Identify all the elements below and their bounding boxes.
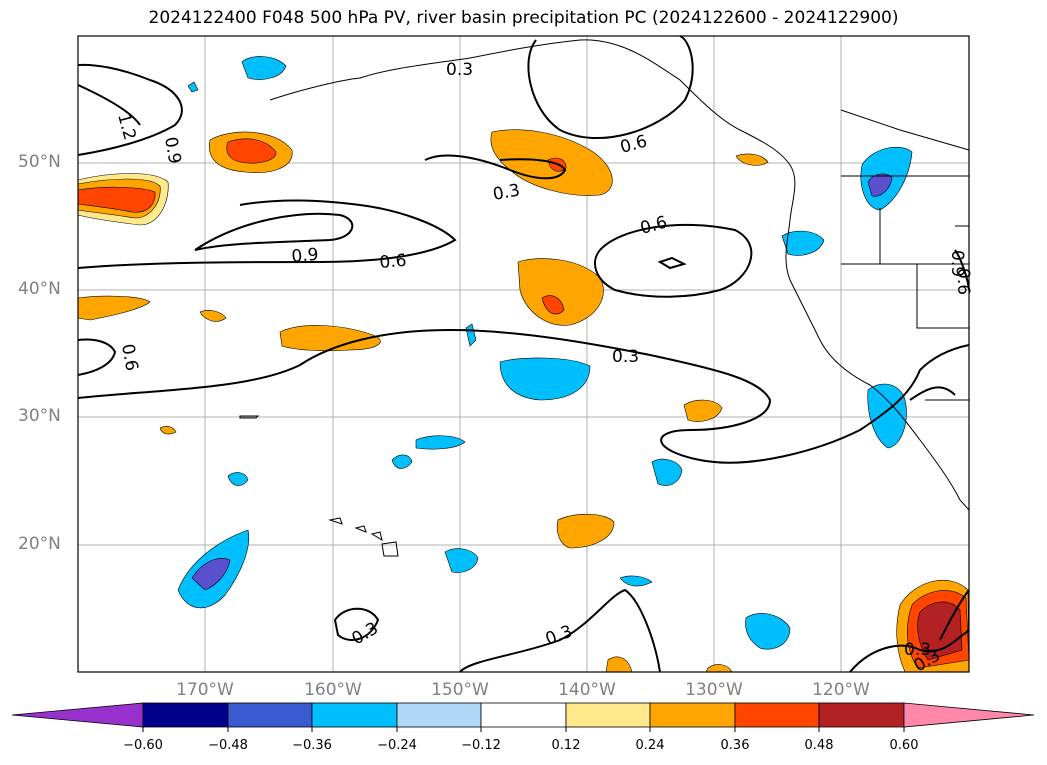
contour-label: 0.3	[491, 181, 521, 205]
neg-area	[444, 548, 479, 573]
coastlines	[239, 39, 970, 557]
lat-label-40n: 40°N	[18, 279, 61, 299]
contour-label: 0.3	[612, 347, 639, 367]
pos-area	[77, 295, 151, 321]
colorbar-tick-label: 0.36	[720, 738, 750, 753]
colorbar-tick-label: −0.12	[461, 738, 501, 753]
colorbar-tick-label: −0.24	[377, 738, 417, 753]
contour-label: 0.3	[446, 60, 473, 80]
pos-area	[556, 513, 615, 549]
neg-area	[651, 458, 683, 486]
colorbar	[11, 702, 1035, 732]
colorbar-tick-label: 0.48	[804, 738, 834, 753]
contour-label: 0.3	[904, 640, 931, 660]
lat-label-30n: 30°N	[18, 406, 61, 426]
contour-label: 0.6	[953, 268, 973, 295]
colorbar-tick-label: −0.36	[292, 738, 332, 753]
lon-label-160w: 160°W	[304, 680, 362, 700]
colorbar-tick-label: −0.48	[208, 738, 248, 753]
neg-area	[415, 435, 466, 450]
map-title: 2024122400 F048 500 hPa PV, river basin …	[148, 8, 899, 28]
lat-label-20n: 20°N	[18, 534, 61, 554]
neg-area	[499, 357, 591, 401]
colorbar-tick-label: 0.60	[889, 738, 919, 753]
lon-label-130w: 130°W	[685, 680, 743, 700]
precip-shading	[77, 56, 970, 673]
lon-label-120w: 120°W	[812, 680, 870, 700]
colorbar-tick-label: 0.24	[635, 738, 665, 753]
contour-label: 0.9	[947, 250, 967, 277]
pv-contours	[77, 35, 970, 673]
contour-label: 0.9	[291, 245, 320, 267]
neg-area	[781, 230, 825, 256]
lon-label-150w: 150°W	[431, 680, 489, 700]
neg-area	[241, 56, 287, 80]
pos-area	[517, 258, 604, 326]
pos-area	[683, 399, 723, 422]
colorbar-tick-label: −0.60	[123, 738, 163, 753]
colorbar-tick-label: 0.12	[551, 738, 581, 753]
contour-label: 0.6	[379, 251, 408, 273]
lat-label-50n: 50°N	[18, 152, 61, 172]
lon-label-170w: 170°W	[176, 680, 234, 700]
neg-area	[745, 613, 791, 650]
lon-label-140w: 140°W	[558, 680, 616, 700]
contour-label: 0.9	[160, 135, 184, 165]
pos-area	[279, 325, 381, 352]
contour-label: 0.6	[117, 342, 141, 372]
